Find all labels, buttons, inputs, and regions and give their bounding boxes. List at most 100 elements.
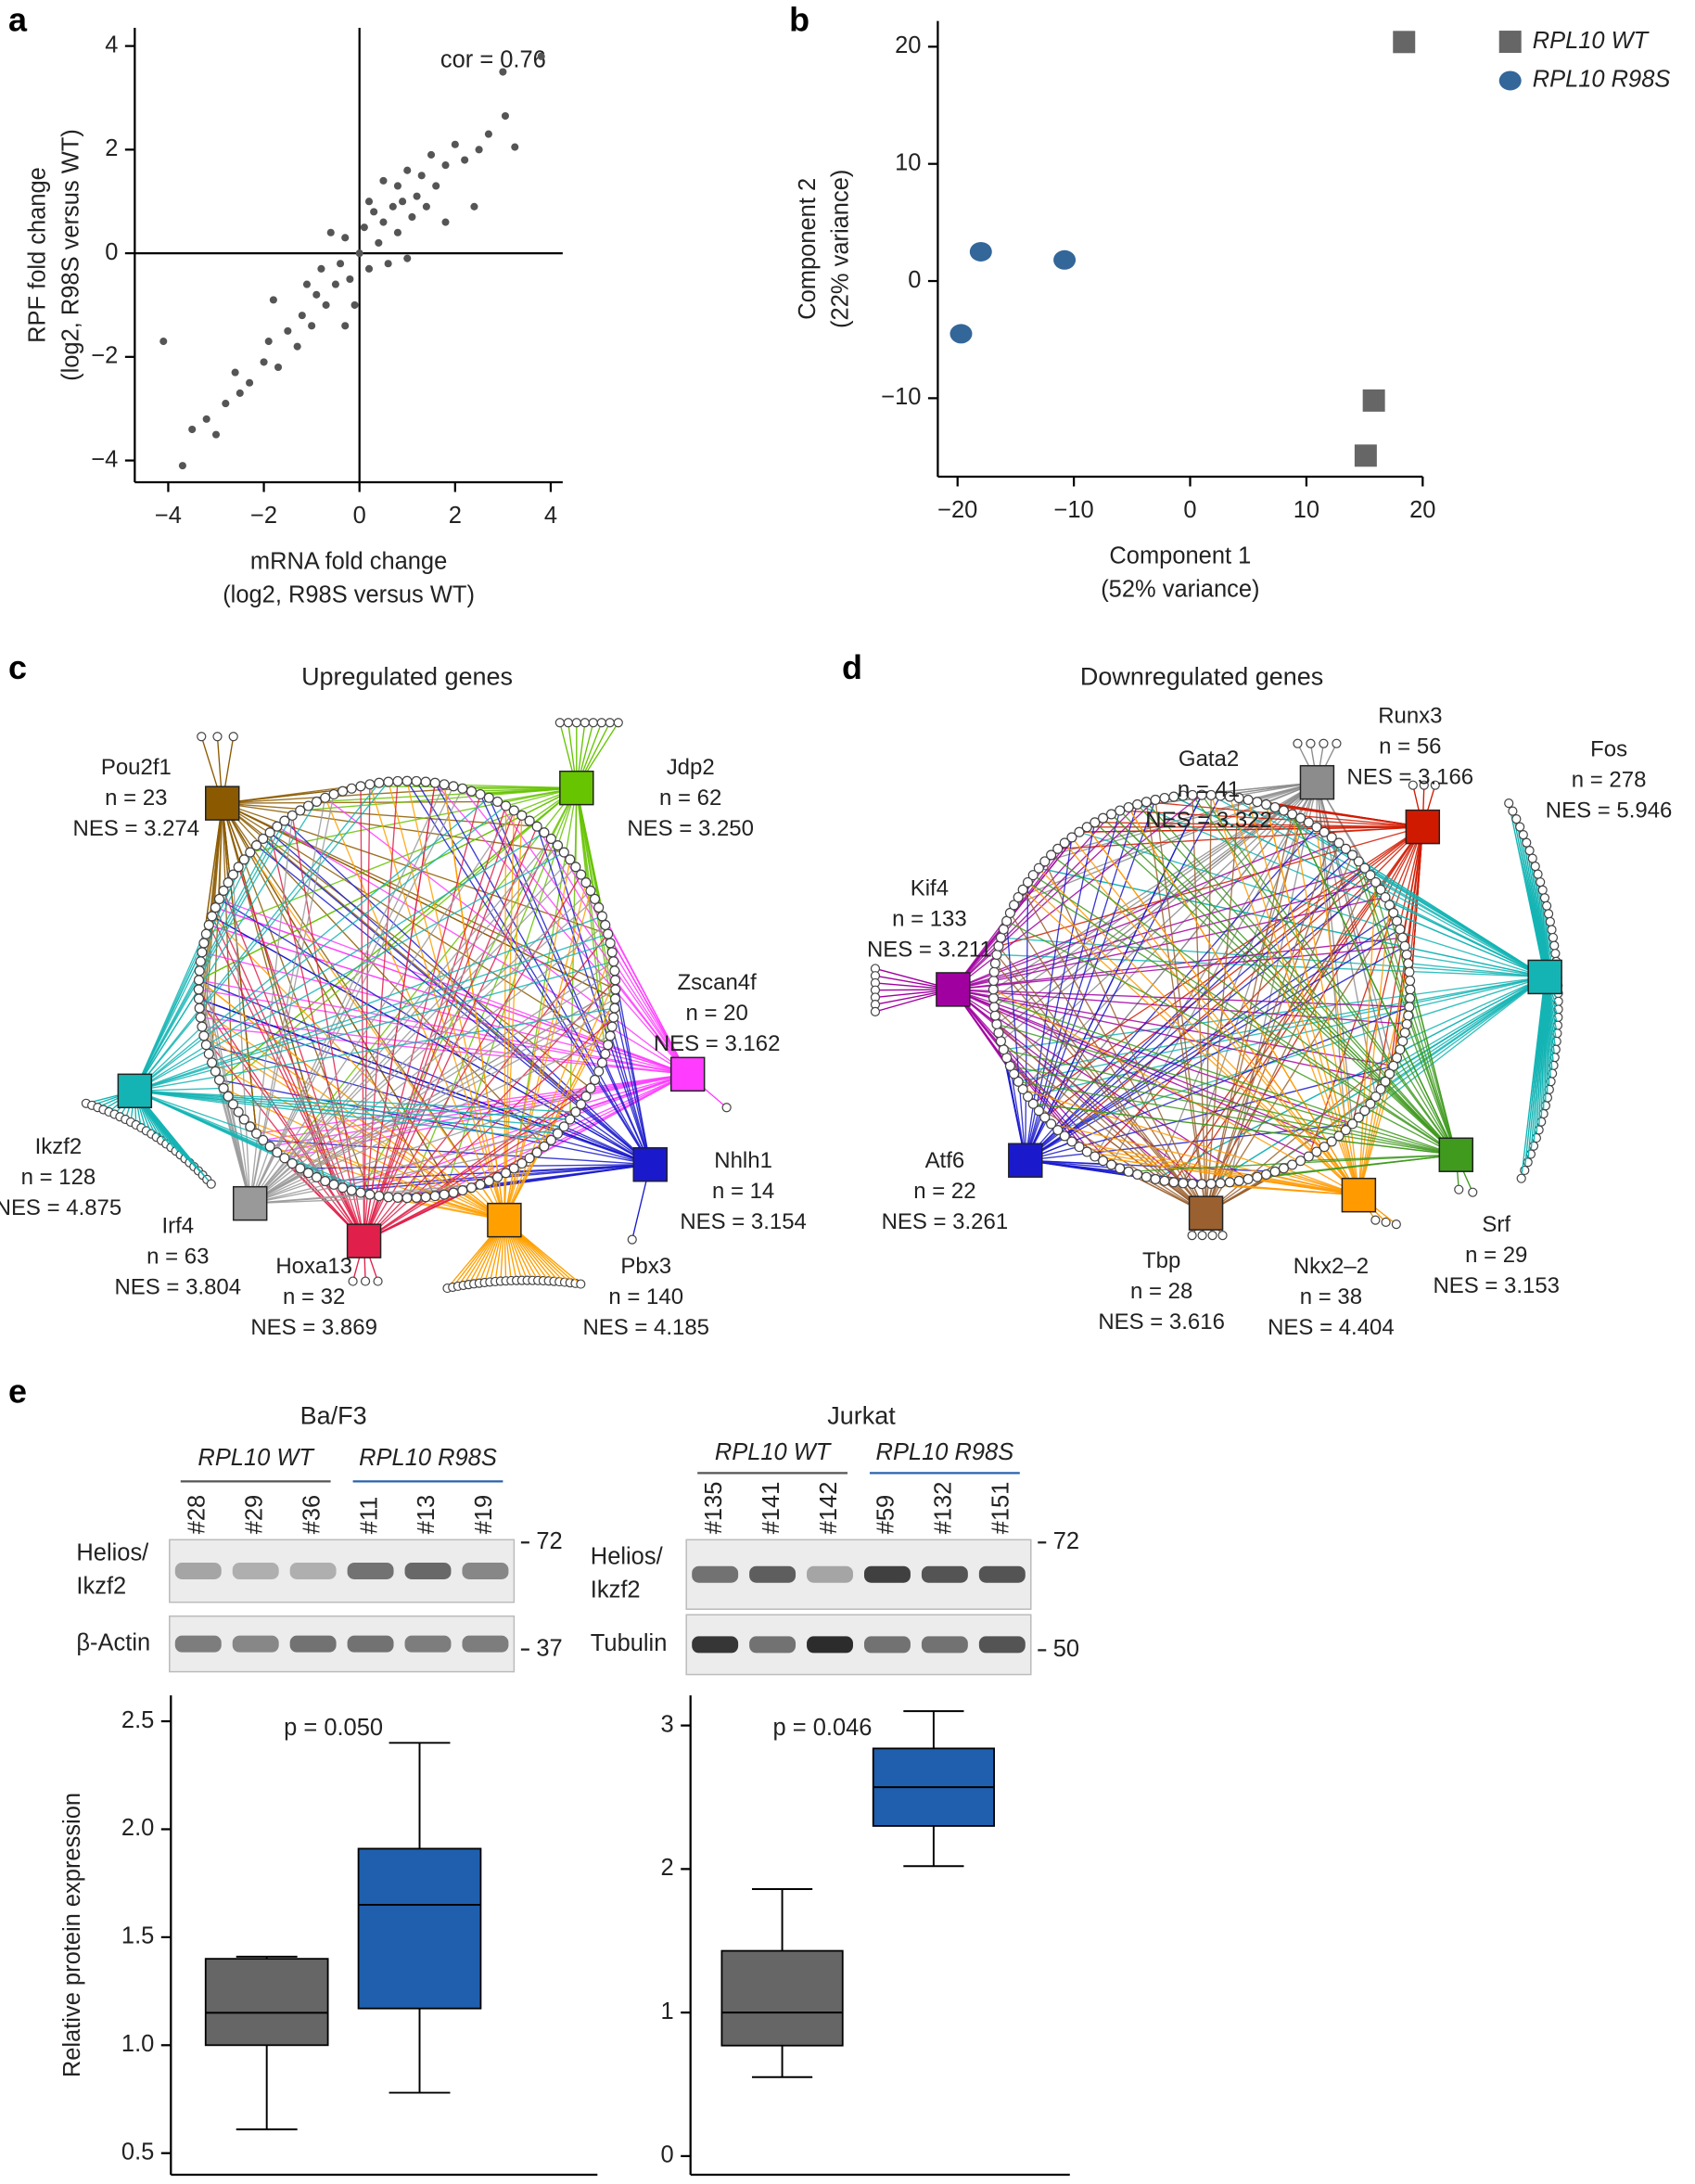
band [462, 1562, 509, 1579]
target-gene [200, 928, 211, 939]
edge [1307, 826, 1423, 1157]
target-gene [1365, 1098, 1376, 1109]
edge [1182, 782, 1319, 1184]
size-label: 37 [536, 1635, 562, 1661]
target-gene [1168, 1177, 1179, 1188]
hub-label: NES = 3.162 [654, 1031, 781, 1056]
size-label: 72 [536, 1528, 562, 1554]
x-tick-label: −2 [250, 503, 277, 529]
edge [249, 815, 293, 1204]
lane-label: #36 [299, 1495, 325, 1535]
x-tick-label: 2 [449, 503, 462, 529]
edge [1018, 1080, 1457, 1156]
target-gene [1346, 1118, 1358, 1130]
band [921, 1565, 968, 1583]
edge [443, 784, 505, 1220]
target-gene [1039, 856, 1051, 867]
target-gene [1550, 949, 1561, 959]
hub [1341, 1177, 1377, 1213]
edge [291, 815, 365, 1242]
hub-label: n = 140 [608, 1284, 683, 1309]
edge [952, 881, 1376, 990]
target-gene [210, 1066, 221, 1077]
edge [1380, 976, 1546, 1091]
target-gene [1430, 780, 1440, 790]
edge [1229, 796, 1360, 1195]
y-tick-label: 0.5 [121, 2139, 154, 2165]
edge [952, 803, 1139, 990]
target-gene [346, 1185, 357, 1196]
edge [1393, 976, 1546, 1066]
row-label: Ikzf2 [76, 1574, 126, 1600]
hub [205, 785, 240, 821]
point [159, 338, 168, 346]
edge [1025, 810, 1121, 1161]
target-gene [1178, 1178, 1189, 1189]
target-gene [608, 956, 619, 967]
point [350, 300, 359, 309]
edge [1300, 1154, 1457, 1162]
edge [222, 802, 592, 1089]
hub-label: NES = 5.946 [1546, 798, 1673, 823]
target-gene [233, 862, 244, 873]
target-gene [346, 783, 357, 794]
edge [1006, 920, 1457, 1156]
hub-label: Jdp2 [667, 755, 715, 780]
hub-label: Pbx3 [620, 1254, 671, 1279]
target-gene [721, 1103, 732, 1113]
target-gene [596, 718, 606, 728]
edge [134, 1090, 371, 1195]
hub [936, 972, 971, 1007]
edge [1154, 782, 1319, 1180]
point [231, 368, 239, 377]
edge [249, 838, 552, 1205]
target-gene [483, 1176, 494, 1187]
point [346, 275, 354, 284]
target-gene [558, 1121, 569, 1132]
edge [249, 970, 616, 1205]
y-tick-label: 2 [105, 135, 118, 161]
target-gene [207, 911, 218, 922]
hub-label: Kif4 [911, 875, 949, 900]
x-tick-label: −10 [1054, 497, 1094, 523]
band [807, 1636, 853, 1654]
target-gene [606, 1021, 618, 1032]
target-gene [364, 779, 376, 790]
edge [952, 989, 1088, 1153]
target-gene [207, 1057, 218, 1068]
band [863, 1565, 911, 1583]
point [284, 326, 292, 335]
edge [952, 813, 1113, 990]
edge [1027, 881, 1359, 1196]
target-gene [223, 877, 234, 888]
point [317, 264, 325, 273]
target-gene [238, 1114, 249, 1125]
target-gene [603, 1040, 614, 1051]
edge [363, 838, 552, 1242]
hub-label: n = 278 [1572, 767, 1647, 792]
x-axis-label: Component 1 [1109, 543, 1251, 569]
edge [134, 1090, 552, 1142]
point [413, 192, 421, 200]
edge [237, 866, 365, 1242]
target-gene [531, 1147, 542, 1158]
point [341, 234, 350, 242]
target-gene [195, 956, 206, 967]
target-gene [1295, 1156, 1306, 1167]
target-gene [552, 840, 564, 851]
target-gene [1515, 822, 1525, 832]
target-gene [1081, 1146, 1092, 1157]
target-gene [516, 1157, 528, 1169]
hub [1527, 959, 1562, 995]
target-gene [580, 718, 590, 728]
edge [536, 825, 651, 1165]
target-gene [1549, 940, 1560, 951]
target-gene [197, 732, 207, 742]
target-gene [194, 1003, 205, 1014]
lane-label: #141 [758, 1482, 784, 1535]
target-gene [1534, 1125, 1544, 1135]
edge [1094, 1156, 1359, 1196]
edge [1266, 803, 1423, 828]
target-gene [1405, 992, 1416, 1003]
hub [632, 1146, 668, 1182]
